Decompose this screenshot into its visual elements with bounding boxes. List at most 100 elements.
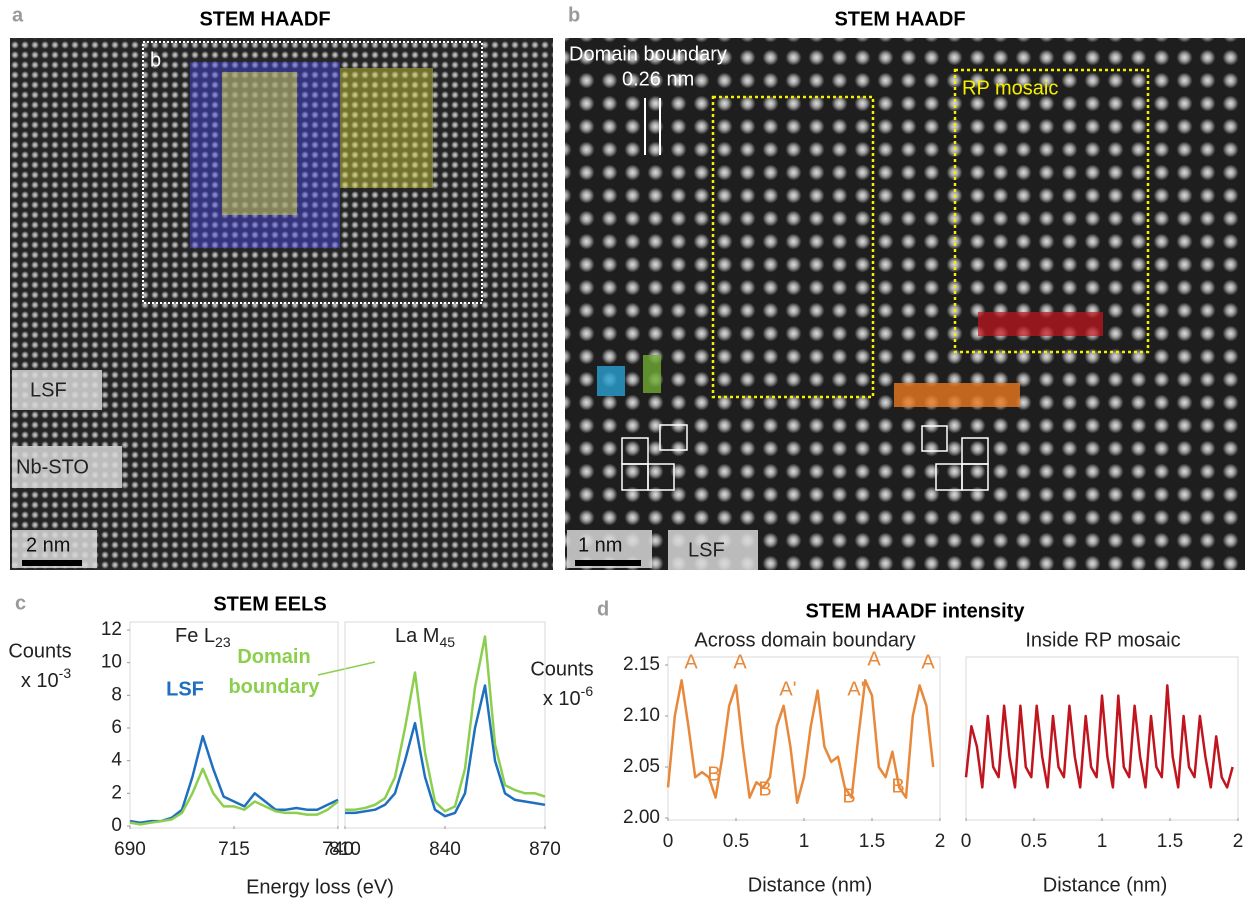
unit-cell: [647, 463, 675, 491]
y-tick-label: 8: [111, 684, 122, 705]
series-label-line: boundary: [228, 676, 320, 698]
overlay-yellow: [340, 68, 433, 188]
inset-box: [142, 41, 483, 304]
layer-label: LSF: [30, 379, 67, 401]
series-line: [129, 734, 339, 824]
subplot-title-sub: 23: [215, 634, 231, 650]
y-tick-label: 0: [111, 815, 122, 836]
y-axis-label: Counts: [530, 658, 593, 680]
x-tick-label: 1: [1097, 831, 1108, 852]
x-tick-label: 715: [218, 839, 250, 860]
inset-label: b: [150, 49, 161, 71]
multiplier: x 10: [543, 688, 581, 710]
subplot-title: Fe L23: [175, 625, 231, 649]
peak-annotation: A: [684, 651, 698, 673]
scale-bar: [575, 560, 641, 566]
panel-a: a STEM HAADF b LSF Nb-STO 2 nm: [10, 4, 553, 570]
y-axis-multiplier: x 10-3: [21, 665, 71, 693]
x-tick-label: 0.5: [1021, 831, 1047, 852]
unit-cell: [921, 425, 948, 452]
y-tick-label: 10: [101, 652, 122, 673]
x-tick-label: 1: [799, 831, 810, 852]
y-tick-label: 2.00: [623, 807, 660, 828]
scale-bar-label: 2 nm: [26, 534, 70, 556]
subplot-title-main: Fe L: [175, 625, 215, 647]
x-tick-label: 2: [935, 831, 946, 852]
series-line: [666, 679, 935, 804]
region-box: [711, 95, 875, 399]
layer-label: LSF: [688, 539, 725, 561]
series-line: [345, 684, 546, 818]
x-tick-label: 1.5: [1157, 831, 1183, 852]
eels-region-lsf: [597, 366, 625, 396]
subplot-title: Across domain boundary: [694, 629, 915, 651]
series-label: Domain boundary: [228, 646, 320, 698]
x-tick-label: 870: [529, 839, 561, 860]
y-tick-label: 2: [111, 782, 122, 803]
scale-bar: [22, 560, 82, 566]
series-line: [345, 635, 546, 813]
subplot-title: La M45: [395, 625, 455, 649]
spacing-label: 0.26 nm: [622, 68, 694, 90]
y-tick-label: 4: [111, 750, 122, 771]
series-label-line: Domain: [237, 646, 310, 668]
x-tick-label: 1.5: [859, 831, 885, 852]
label-box: [12, 370, 102, 410]
x-tick-label: 0: [663, 831, 674, 852]
lattice: [565, 38, 1245, 570]
x-axis-label: Distance (nm): [748, 874, 872, 896]
peak-annotation: B: [891, 775, 904, 797]
series-label: LSF: [166, 678, 204, 700]
subplot-title-sub: 45: [439, 634, 455, 650]
y-axis-multiplier: x 10-6: [543, 683, 593, 711]
exponent: -6: [581, 683, 594, 699]
x-tick-label: 840: [429, 839, 461, 860]
x-tick-label: 0.5: [723, 831, 749, 852]
exponent: -3: [59, 665, 72, 681]
x-tick-label: 810: [329, 839, 361, 860]
y-tick-label: 6: [111, 717, 122, 738]
plot-frame: [344, 621, 546, 829]
series-line: [964, 684, 1234, 789]
x-tick-label: 740: [322, 839, 354, 860]
unit-cells: [621, 424, 989, 491]
peak-annotation: B: [707, 763, 720, 785]
peak-annotation: A': [847, 678, 864, 700]
panel-title: STEM HAADF: [834, 8, 965, 30]
peak-annotation: B: [758, 778, 771, 800]
peak-annotation: A: [867, 648, 881, 670]
peak-annotation: A: [921, 651, 935, 673]
scale-bar-label: 1 nm: [578, 534, 622, 556]
y-tick-label: 2.05: [623, 756, 660, 777]
x-axis-label: Energy loss (eV): [246, 876, 394, 898]
y-axis-label: Counts: [8, 640, 71, 662]
chart-title: STEM EELS: [213, 593, 326, 615]
panel-label: b: [568, 4, 580, 26]
label-box: [12, 446, 122, 488]
profile-bar-orange: [894, 383, 1020, 407]
x-tick-label: 0: [961, 831, 972, 852]
y-tick-label: 2.15: [623, 654, 660, 675]
region-box: [953, 68, 1150, 354]
subplot-title-main: La M: [395, 625, 439, 647]
panel-title: STEM HAADF: [199, 8, 330, 30]
unit-cell: [961, 463, 989, 491]
peak-annotation: A: [733, 651, 747, 673]
peak-annotation: B: [842, 785, 855, 807]
panel-label: a: [12, 4, 24, 26]
boundary-label: Domain boundary: [569, 43, 727, 65]
profile-bar-red: [978, 312, 1103, 336]
x-tick-label: 2: [1233, 831, 1244, 852]
x-axis-label: Distance (nm): [1043, 874, 1167, 896]
subplot-title: Inside RP mosaic: [1025, 629, 1180, 651]
x-tick-label: 690: [114, 839, 146, 860]
overlay-yellow: [222, 72, 297, 215]
series-line: [129, 767, 339, 826]
panel-label: d: [597, 598, 609, 620]
y-tick-label: 2.10: [623, 705, 660, 726]
mosaic-label: RP mosaic: [962, 77, 1058, 99]
panel-label: c: [15, 592, 26, 614]
unit-cell: [659, 424, 688, 451]
